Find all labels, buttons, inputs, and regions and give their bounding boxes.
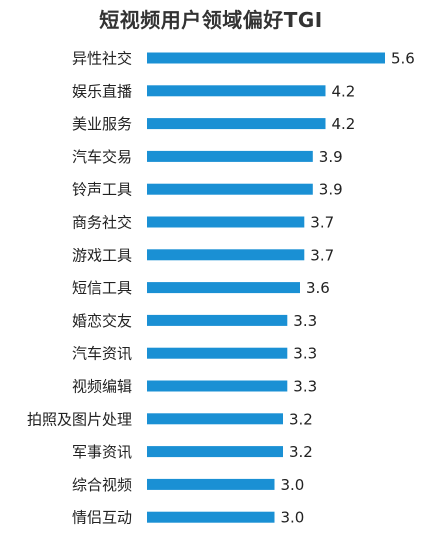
bar-9 [147,314,288,326]
category-label: 军事资讯 [72,443,132,461]
value-label: 5.6 [391,50,415,68]
category-label: 铃声工具 [72,181,132,199]
bar-7 [147,249,305,261]
bar-13 [147,446,283,458]
bar-1 [147,52,385,64]
value-label: 3.9 [319,148,343,166]
bar-5 [147,183,313,195]
value-labels: 5.6 4.2 4.2 3.9 3.9 3.7 3.7 3.6 3.3 3.3 3.3 3.2 3.2 3… [281,50,415,527]
bar-10 [147,347,288,359]
category-label: 游戏工具 [72,246,132,264]
value-label: 3.7 [310,214,334,232]
value-label: 3.3 [293,312,317,330]
value-label: 3.2 [289,410,313,428]
bar-8 [147,282,300,294]
category-label: 美业服务 [72,115,132,133]
bar-15 [147,511,275,523]
category-label: 汽车交易 [72,148,132,166]
bar-3 [147,118,326,130]
category-labels: 异性社交娱乐直播美业服务汽车交易铃声工具商务社交游戏工具短信工具婚恋交友汽车资讯… [27,50,132,527]
bar-14 [147,478,275,490]
bar-12 [147,413,283,425]
category-label: 综合视频 [72,476,132,494]
value-label: 3.2 [289,443,313,461]
category-label: 异性社交 [72,50,132,68]
value-label: 3.0 [281,476,305,494]
category-label: 拍照及图片处理 [27,410,132,428]
category-label: 汽车资讯 [72,345,132,363]
value-label: 3.3 [293,378,317,396]
value-label: 3.0 [281,509,305,527]
value-label: 4.2 [332,82,356,100]
category-label: 婚恋交友 [72,312,132,330]
bar-11 [147,380,288,392]
bars [147,52,385,523]
category-label: 商务社交 [72,214,132,232]
chart-title: 短视频用户领域偏好TGI [99,8,323,32]
category-label: 情侣互动 [72,509,132,527]
bar-2 [147,85,326,97]
value-label: 4.2 [332,115,356,133]
bar-4 [147,150,313,162]
value-label: 3.7 [310,246,334,264]
category-label: 视频编辑 [72,378,132,396]
category-label: 娱乐直播 [72,82,132,100]
value-label: 3.9 [319,181,343,199]
value-label: 3.6 [306,279,330,297]
value-label: 3.3 [293,345,317,363]
category-label: 短信工具 [72,279,132,297]
bar-6 [147,216,305,228]
